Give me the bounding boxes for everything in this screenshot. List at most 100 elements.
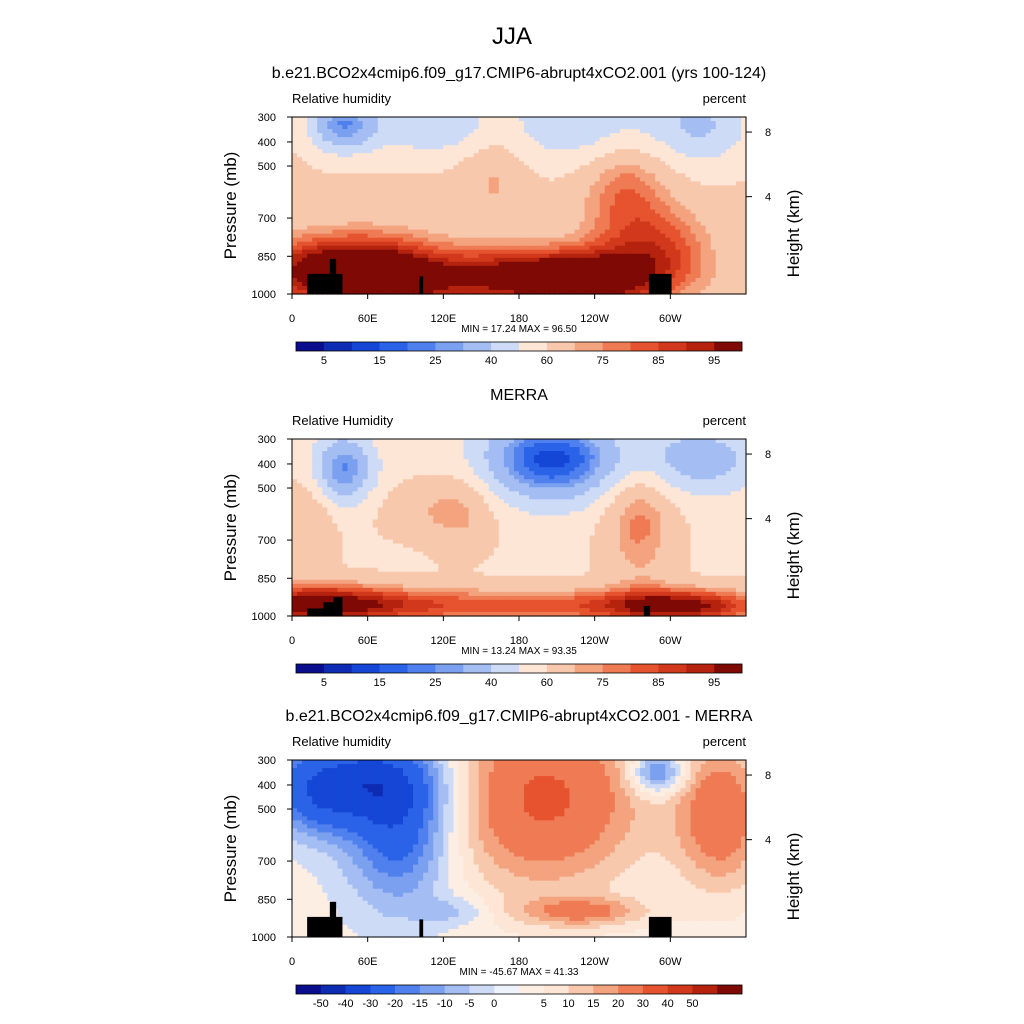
contour-cell bbox=[675, 451, 682, 456]
contour-cell bbox=[619, 285, 626, 291]
contour-cell bbox=[619, 233, 626, 239]
contour-cell bbox=[730, 197, 737, 203]
contour-cell bbox=[720, 447, 727, 452]
contour-cell bbox=[438, 237, 444, 243]
contour-cell bbox=[367, 479, 374, 484]
contour-cell bbox=[402, 217, 409, 223]
contour-cell bbox=[508, 479, 515, 484]
contour-cell bbox=[660, 161, 666, 166]
contour-cell bbox=[448, 257, 455, 263]
contour-cell bbox=[670, 173, 676, 178]
contour-cell bbox=[408, 269, 414, 275]
contour-cell bbox=[458, 177, 465, 182]
contour-cell bbox=[513, 439, 520, 444]
contour-cell bbox=[635, 443, 641, 448]
contour-cell bbox=[519, 133, 525, 138]
contour-cell bbox=[377, 117, 384, 122]
contour-cell bbox=[438, 233, 444, 239]
contour-cell bbox=[524, 277, 530, 283]
contour-cell bbox=[337, 193, 344, 199]
contour-cell bbox=[428, 277, 434, 283]
contour-cell bbox=[377, 269, 384, 275]
contour-cell bbox=[503, 125, 510, 130]
contour-cell bbox=[705, 459, 712, 464]
contour-cell bbox=[367, 455, 374, 460]
contour-cell bbox=[382, 189, 389, 195]
contour-cell bbox=[730, 221, 737, 227]
contour-cell bbox=[635, 193, 641, 199]
contour-cell bbox=[574, 129, 581, 134]
contour-cell bbox=[493, 455, 500, 460]
contour-cell bbox=[342, 451, 349, 456]
contour-cell bbox=[453, 285, 460, 291]
contour-cell bbox=[534, 173, 540, 178]
contour-cell bbox=[685, 197, 692, 203]
contour-cell bbox=[493, 273, 500, 279]
contour-cell bbox=[478, 133, 485, 138]
contour-cell bbox=[594, 467, 601, 472]
contour-cell bbox=[529, 193, 535, 199]
contour-cell bbox=[564, 269, 571, 275]
contour-cell bbox=[614, 129, 621, 134]
contour-cell bbox=[443, 225, 449, 231]
contour-cell bbox=[453, 277, 460, 283]
contour-cell bbox=[524, 145, 530, 150]
contour-cell bbox=[377, 479, 384, 484]
contour-cell bbox=[710, 205, 717, 211]
contour-cell bbox=[675, 439, 682, 444]
contour-cell bbox=[498, 245, 505, 251]
contour-cell bbox=[735, 237, 742, 243]
contour-cell bbox=[513, 463, 520, 468]
contour-cell bbox=[372, 277, 379, 283]
contour-cell bbox=[715, 157, 722, 162]
contour-cell bbox=[715, 205, 722, 211]
contour-cell bbox=[604, 451, 611, 456]
contour-cell bbox=[735, 447, 742, 452]
contour-cell bbox=[685, 249, 692, 255]
contour-cell bbox=[347, 145, 354, 150]
contour-cell bbox=[594, 169, 601, 174]
contour-cell bbox=[730, 225, 737, 231]
contour-cell bbox=[387, 229, 394, 235]
contour-cell bbox=[705, 149, 712, 154]
contour-cell bbox=[624, 467, 631, 472]
contour-cell bbox=[382, 133, 389, 138]
contour-cell bbox=[292, 455, 298, 460]
contour-cell bbox=[428, 289, 434, 295]
contour-cell bbox=[655, 193, 661, 199]
contour-cell bbox=[392, 257, 399, 263]
contour-cell bbox=[725, 181, 732, 186]
contour-cell bbox=[458, 213, 465, 219]
contour-cell bbox=[529, 459, 535, 464]
contour-cell bbox=[392, 137, 399, 142]
contour-cell bbox=[387, 479, 394, 484]
colorbar-swatch bbox=[630, 342, 659, 351]
contour-cell bbox=[352, 467, 359, 472]
contour-cell bbox=[408, 149, 414, 154]
contour-cell bbox=[559, 265, 565, 271]
topography-block bbox=[648, 273, 672, 294]
contour-cell bbox=[302, 447, 308, 452]
contour-cell bbox=[508, 209, 515, 215]
contour-cell bbox=[604, 173, 611, 178]
contour-cell bbox=[503, 201, 510, 207]
contour-cell bbox=[478, 141, 485, 146]
contour-cell bbox=[635, 269, 641, 275]
contour-cell bbox=[554, 217, 560, 223]
contour-cell bbox=[433, 157, 439, 162]
contour-cell bbox=[292, 153, 298, 158]
contour-cell bbox=[418, 205, 424, 211]
contour-cell bbox=[519, 463, 525, 468]
contour-cell bbox=[317, 153, 323, 158]
contour-cell bbox=[624, 455, 631, 460]
contour-cell bbox=[720, 225, 727, 231]
contour-cell bbox=[629, 443, 636, 448]
contour-cell bbox=[438, 479, 444, 484]
contour-cell bbox=[730, 475, 737, 480]
contour-cell bbox=[322, 265, 328, 271]
contour-cell bbox=[735, 233, 742, 239]
contour-cell bbox=[367, 137, 374, 142]
contour-cell bbox=[377, 197, 384, 203]
contour-cell bbox=[468, 245, 475, 251]
contour-cell bbox=[292, 193, 298, 199]
